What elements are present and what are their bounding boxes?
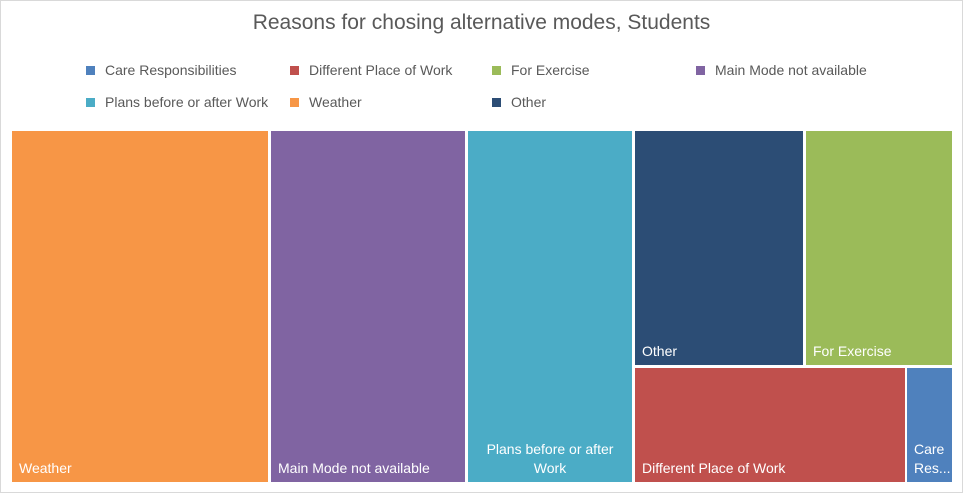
legend-label: Other	[511, 94, 547, 110]
treemap-tile: Different Place of Work	[635, 368, 905, 482]
treemap-label: Plans before or after	[487, 441, 614, 457]
treemap-label: Care	[914, 441, 945, 457]
legend-swatch	[492, 65, 501, 75]
legend-swatch	[696, 65, 705, 75]
treemap-tile: Main Mode not available	[271, 131, 465, 482]
treemap-rect	[806, 131, 952, 365]
treemap-rect	[271, 131, 465, 482]
legend-item: Plans before or after Work	[86, 93, 268, 111]
treemap-tile: For Exercise	[806, 131, 952, 365]
treemap-rect	[635, 131, 803, 365]
legend-item: Other	[492, 93, 546, 111]
treemap-rect	[907, 368, 952, 482]
treemap-label: For Exercise	[813, 343, 892, 359]
treemap-label: Res...	[914, 460, 951, 476]
legend-label: Different Place of Work	[309, 62, 453, 78]
legend-label: Weather	[309, 94, 362, 110]
treemap-tile: Other	[635, 131, 803, 365]
treemap-rect	[468, 131, 632, 482]
treemap-tile: Care Res...	[907, 368, 952, 482]
treemap-label: Weather	[19, 460, 72, 476]
legend-label: For Exercise	[511, 62, 590, 78]
legend-item: Different Place of Work	[290, 61, 452, 79]
legend-swatch	[86, 97, 95, 107]
chart-title: Reasons for chosing alternative modes, S…	[252, 11, 711, 34]
legend-swatch	[290, 97, 299, 107]
treemap-label: Main Mode not available	[278, 460, 430, 476]
treemap-label: Different Place of Work	[642, 460, 786, 476]
legend-item: Main Mode not available	[696, 61, 867, 79]
treemap-plot: Weather Main Mode not available Plans befo…	[12, 131, 952, 482]
legend-label: Care Responsibilities	[105, 62, 237, 78]
treemap-rect	[635, 368, 905, 482]
legend-swatch	[492, 97, 501, 107]
legend-label: Main Mode not available	[715, 62, 867, 78]
treemap-tile: Weather	[12, 131, 268, 482]
legend-item: For Exercise	[492, 61, 590, 79]
treemap-label: Work	[534, 460, 567, 476]
legend-swatch	[86, 65, 95, 75]
legend-swatch	[290, 65, 299, 75]
treemap-rect	[12, 131, 268, 482]
legend-label: Plans before or after Work	[105, 94, 269, 110]
treemap-label: Other	[642, 343, 677, 359]
legend-item: Weather	[290, 93, 362, 111]
treemap-tile: Plans before or after Work	[468, 131, 632, 482]
legend-item: Care Responsibilities	[86, 61, 237, 79]
